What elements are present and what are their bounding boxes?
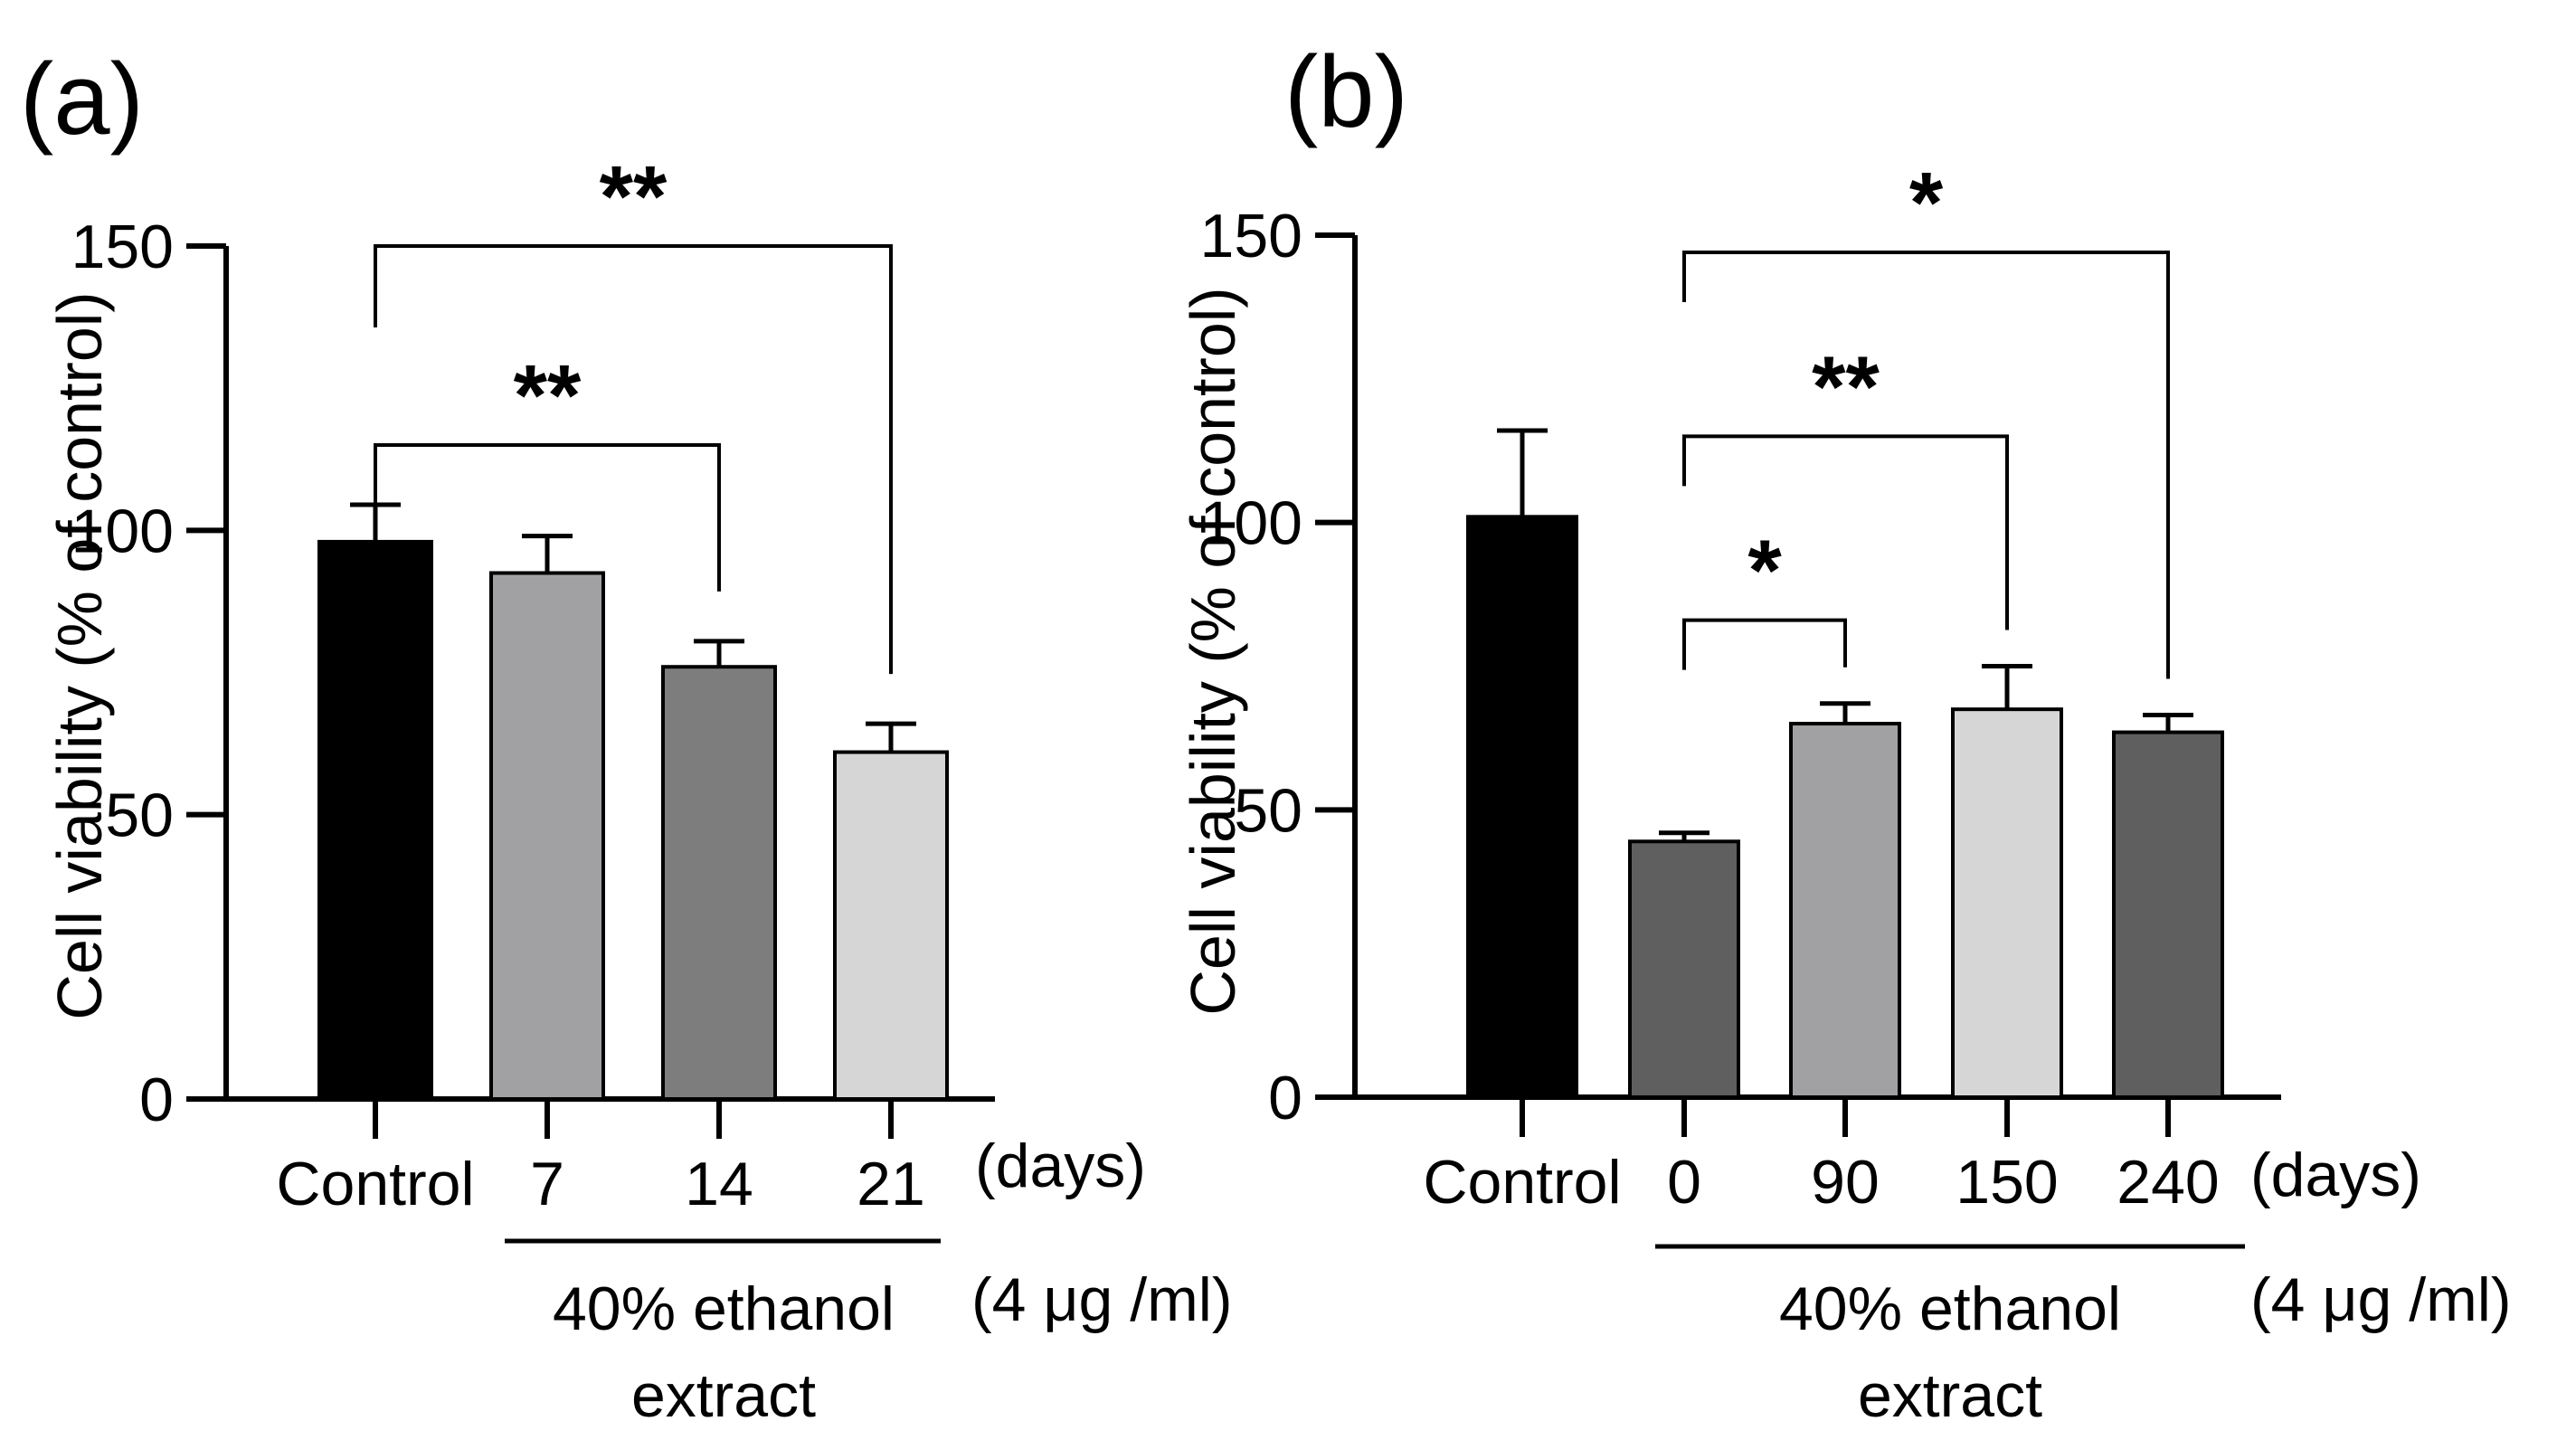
panel-a-group-label-line1: 40% ethanol — [553, 1274, 895, 1343]
panel-a-y-axis-title: Cell viability (% of control) — [44, 291, 115, 1019]
panel-a-bar-14 — [661, 665, 777, 1101]
panel-a-x-tick-label: 14 — [685, 1150, 753, 1218]
panel-a-y-tick-label: 100 — [71, 497, 174, 565]
panel-a-x-tick-label: 21 — [857, 1150, 925, 1218]
panel-b-y-tick-label: 50 — [1234, 776, 1302, 845]
panel-b-bars — [1466, 428, 2224, 1100]
panel-b-group-label-line2: extract — [1858, 1361, 2042, 1430]
panel-a-significance-label: ** — [600, 148, 668, 245]
panel-b-bar-control — [1466, 515, 1578, 1099]
panel-b-x-unit: (days) — [2250, 1141, 2421, 1209]
panel-b-label: (b) — [1284, 35, 1408, 148]
panel-a-significance-bracket — [374, 443, 721, 592]
panel-a-y-tick-label: 50 — [105, 782, 174, 850]
panel-b-y-axis-title: Cell viability (% of control) — [1178, 287, 1248, 1015]
panel-a-x-tick-label: 7 — [530, 1150, 564, 1218]
panel-b-group-label-line1: 40% ethanol — [1779, 1274, 2121, 1343]
panel-b-x-tick-label: 240 — [2117, 1148, 2219, 1217]
panel-b-significance-label: * — [1909, 155, 1944, 251]
panel-b-y-tick-label: 0 — [1268, 1064, 1302, 1132]
panel-b-x-tick-label: 0 — [1667, 1148, 1701, 1217]
panel-b-significance-label: ** — [1812, 338, 1880, 435]
panel-a-significance-bracket — [374, 244, 893, 675]
panel-b-bar-150 — [1951, 707, 2063, 1100]
panel-b-x-tick-label: 90 — [1811, 1148, 1880, 1217]
panel-b-significance-label: * — [1747, 523, 1782, 620]
panel-a-significance-label: ** — [514, 347, 582, 444]
panel-b-y-tick-label: 100 — [1200, 489, 1302, 558]
panel-b-significance-bracket — [1682, 618, 1847, 670]
panel-b-x-tick-label: Control — [1423, 1148, 1621, 1217]
panel-a-y-tick-label: 0 — [139, 1066, 174, 1134]
panel-b-bar-240 — [2112, 730, 2224, 1100]
panel-b-y-tick-label: 150 — [1200, 202, 1302, 270]
panel-b-concentration: (4 μg /ml) — [2250, 1265, 2512, 1334]
panel-b-significance-bracket — [1682, 251, 2170, 679]
panel-a-bar-control — [317, 539, 433, 1101]
panel-a-concentration: (4 μg /ml) — [971, 1265, 1233, 1334]
panel-a-label: (a) — [20, 43, 144, 156]
panel-a-significance: ** ** — [374, 148, 893, 675]
panel-a-bar-7 — [489, 571, 605, 1101]
panel-b-significance: **** — [1682, 155, 2170, 679]
panel-b-x-tick-label: 150 — [1956, 1148, 2058, 1217]
panel-a: (a) Cell viability (% of control) 0 50 100… — [20, 43, 1233, 1430]
panel-a-bars — [317, 502, 949, 1101]
panel-a-x-unit: (days) — [975, 1132, 1146, 1200]
panel-a-x-tick-label: Control — [276, 1150, 474, 1218]
panel-b: (b) Cell viability (% of control) 0 50 100… — [1178, 35, 2512, 1430]
panel-a-group-label-line2: extract — [631, 1361, 816, 1430]
panel-b-bar-90 — [1789, 722, 1901, 1099]
panel-a-axes: 0 50 100 150 Control 7 14 21 — [71, 213, 995, 1218]
panel-a-y-tick-label: 150 — [71, 213, 174, 281]
panel-b-significance-bracket — [1682, 434, 2009, 630]
panel-a-bar-21 — [833, 750, 949, 1101]
panel-b-bar-0 — [1628, 839, 1740, 1099]
